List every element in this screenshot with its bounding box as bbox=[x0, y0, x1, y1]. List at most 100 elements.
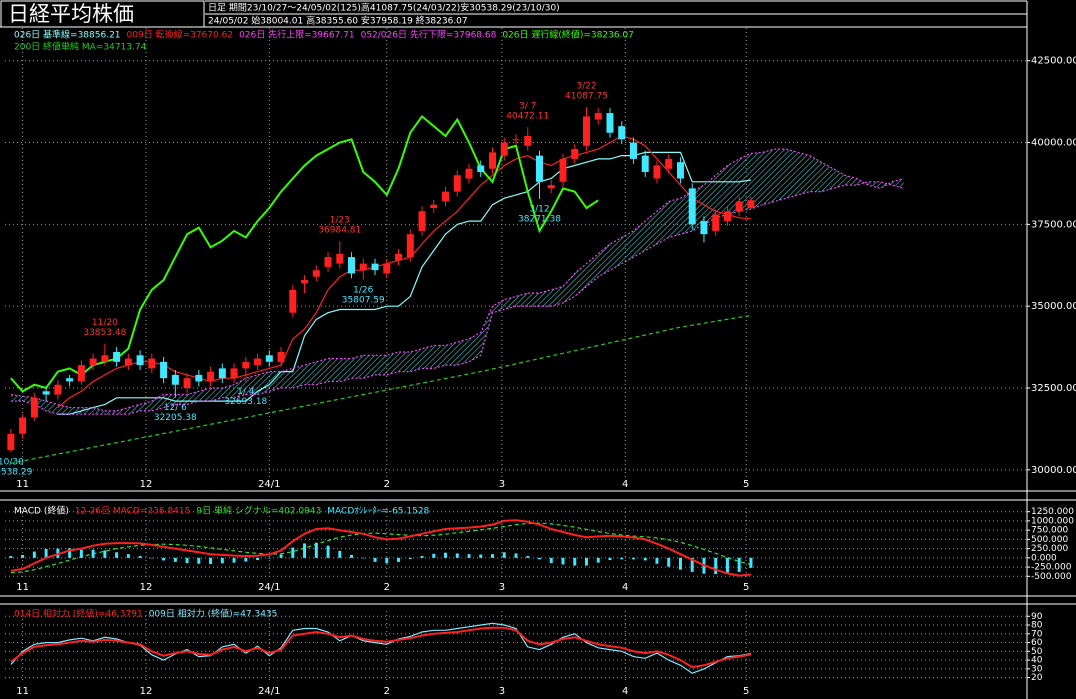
histogram-bar bbox=[173, 557, 177, 562]
day-info: 24/05/02 始38004.01 高38355.60 安37958.19 終… bbox=[208, 15, 468, 27]
histogram-bar bbox=[467, 554, 471, 558]
candle-body bbox=[676, 162, 684, 179]
y-tick-label: 250.000 bbox=[1031, 544, 1068, 554]
chart-title: 日経平均株価 bbox=[8, 2, 134, 26]
histogram-bar bbox=[420, 556, 424, 558]
y-tick-label: 0.000 bbox=[1031, 553, 1057, 563]
y-tick-label: 37500.00 bbox=[1031, 219, 1076, 230]
histogram-bar bbox=[620, 557, 624, 560]
x-tick-label: 12 bbox=[140, 582, 153, 593]
legend-entry: 014日 相対力 (終値)=46.3791 bbox=[14, 608, 143, 620]
x-tick-label: 5 bbox=[743, 479, 749, 490]
histogram-bar bbox=[444, 552, 448, 558]
candle-body bbox=[336, 253, 344, 264]
y-tick-label: 1000.000 bbox=[1031, 516, 1074, 526]
legend-entry: 009日 相対力 (終値)=47.3435 bbox=[149, 608, 278, 620]
histogram-bar bbox=[150, 557, 154, 559]
histogram-bar bbox=[267, 557, 271, 559]
y-tick-label: -500.000 bbox=[1031, 572, 1072, 582]
y-tick-label: 70 bbox=[1031, 629, 1043, 639]
candle-body bbox=[77, 365, 85, 382]
histogram-bar bbox=[32, 551, 36, 558]
y-tick-label: 50 bbox=[1031, 647, 1043, 657]
candle-body bbox=[54, 384, 62, 395]
x-tick-label: 24/1 bbox=[258, 686, 280, 697]
x-tick-label: 3 bbox=[499, 582, 505, 593]
candle-body bbox=[712, 214, 720, 231]
series-line bbox=[10, 114, 599, 393]
cloud-hatch bbox=[10, 149, 904, 415]
histogram-bar bbox=[350, 554, 354, 558]
annotation-date: 3/12 bbox=[529, 205, 549, 215]
histogram-bar bbox=[725, 557, 729, 574]
candle-body bbox=[453, 175, 461, 192]
candle-body bbox=[406, 234, 414, 258]
y-tick-label: 40 bbox=[1031, 656, 1043, 666]
candle-body bbox=[442, 191, 450, 202]
candle-body bbox=[489, 152, 497, 169]
legend-entry: 9日 単純 シグナル=402.0943 bbox=[196, 505, 321, 517]
candle-body bbox=[500, 142, 508, 156]
candle-body bbox=[301, 280, 309, 284]
candle-body bbox=[148, 358, 156, 369]
x-tick-label: 4 bbox=[622, 479, 628, 490]
x-tick-label: 5 bbox=[743, 686, 749, 697]
histogram-bar bbox=[690, 557, 694, 572]
histogram-bar bbox=[608, 557, 612, 561]
candle-body bbox=[430, 204, 438, 208]
histogram-bar bbox=[655, 557, 659, 564]
candle-body bbox=[324, 257, 332, 267]
histogram-bar bbox=[115, 552, 119, 558]
x-tick-label: 2 bbox=[384, 479, 390, 490]
histogram-bar bbox=[526, 556, 530, 558]
annotation-date: 1/ 4 bbox=[237, 387, 255, 397]
histogram-bar bbox=[549, 557, 553, 564]
candle-body bbox=[171, 374, 179, 385]
histogram-bar bbox=[714, 557, 718, 575]
histogram-bar bbox=[44, 548, 48, 558]
histogram-bar bbox=[338, 550, 342, 558]
histogram-bar bbox=[584, 557, 588, 566]
candle-body bbox=[547, 185, 555, 189]
x-tick-label: 3 bbox=[499, 479, 505, 490]
annotation-date: 10/30 bbox=[0, 458, 24, 468]
histogram-bar bbox=[408, 557, 412, 559]
y-tick-label: 750.000 bbox=[1031, 526, 1068, 536]
series-line bbox=[10, 519, 751, 577]
histogram-bar bbox=[749, 557, 753, 568]
histogram-bar bbox=[209, 557, 213, 565]
legend-entry: 12-26日 MACD=336.8415 bbox=[75, 506, 190, 517]
histogram-bar bbox=[103, 550, 107, 558]
candle-body bbox=[571, 149, 579, 159]
candle-body bbox=[242, 361, 250, 369]
legend-entry: 026日 先行上限=39667.71 bbox=[239, 29, 355, 41]
panel-title: MACD (終値) bbox=[14, 505, 69, 517]
candle-body bbox=[465, 168, 473, 179]
histogram-bar bbox=[596, 557, 600, 563]
annotation-date: 1/23 bbox=[330, 216, 350, 226]
annotation-date: 12/ 6 bbox=[164, 403, 187, 413]
y-tick-label: 32500.00 bbox=[1031, 383, 1076, 394]
candle-body bbox=[183, 378, 191, 388]
candle-body bbox=[312, 270, 320, 277]
histogram-bar bbox=[314, 542, 318, 558]
candle-body bbox=[66, 378, 74, 382]
candle-body bbox=[653, 165, 661, 179]
y-tick-label: -250.000 bbox=[1031, 563, 1072, 573]
histogram-bar bbox=[244, 557, 248, 562]
histogram-bar bbox=[373, 557, 377, 562]
histogram-bar bbox=[432, 553, 436, 558]
series-line bbox=[10, 626, 752, 669]
candle-body bbox=[101, 355, 109, 362]
x-tick-label: 24/1 bbox=[258, 582, 280, 593]
legend-entry: 052/026日 先行下限=37968.68 bbox=[361, 29, 497, 41]
annotation-date: 11/20 bbox=[92, 318, 118, 328]
candle-body bbox=[477, 165, 485, 172]
histogram-bar bbox=[397, 557, 401, 562]
histogram-bar bbox=[9, 556, 13, 558]
candle-body bbox=[629, 142, 637, 159]
series-line bbox=[10, 181, 904, 415]
y-tick-label: 1250.000 bbox=[1031, 507, 1074, 517]
candle-body bbox=[641, 155, 649, 172]
y-tick-label: 90 bbox=[1031, 612, 1043, 622]
